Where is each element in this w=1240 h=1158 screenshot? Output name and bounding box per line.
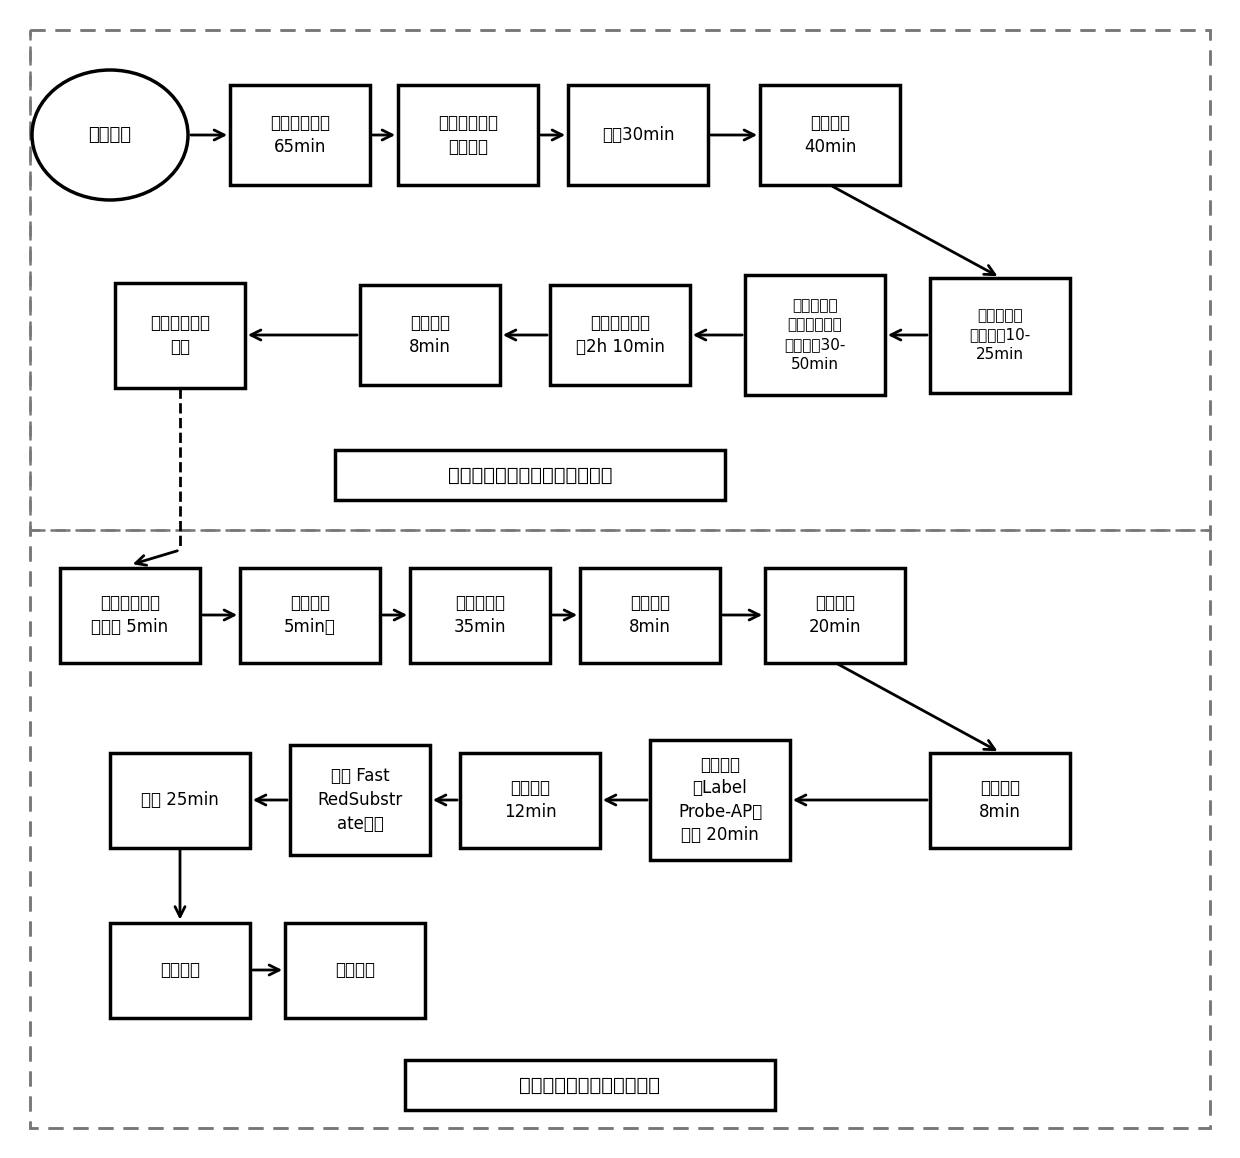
Text: 放大杂交
20min: 放大杂交 20min xyxy=(808,594,862,636)
Text: 组织切片烘烤
65min: 组织切片烘烤 65min xyxy=(270,115,330,156)
Text: 冲洗玻片
8min: 冲洗玻片 8min xyxy=(629,594,671,636)
Text: 第一部分：组织处理及靶标杂交: 第一部分：组织处理及靶标杂交 xyxy=(448,466,613,484)
Bar xyxy=(745,274,885,395)
Text: 冲洗玻片
8min: 冲洗玻片 8min xyxy=(980,779,1021,821)
Bar xyxy=(285,923,425,1018)
Bar xyxy=(290,745,430,855)
Text: 脱蜡30min: 脱蜡30min xyxy=(601,126,675,144)
Bar xyxy=(360,285,500,384)
Text: 参照最优时
侧，预热10-
25min: 参照最优时 侧，预热10- 25min xyxy=(970,308,1030,362)
Text: 冲洗玻片
12min: 冲洗玻片 12min xyxy=(503,779,557,821)
Bar xyxy=(410,567,551,662)
Text: 冲洗玻片
8min: 冲洗玻片 8min xyxy=(409,314,451,356)
Text: 目标探针组杂
交2h 10min: 目标探针组杂 交2h 10min xyxy=(575,314,665,356)
Bar xyxy=(110,923,250,1018)
Bar xyxy=(30,30,1210,530)
Text: 第二部分：信号放大和检测: 第二部分：信号放大和检测 xyxy=(520,1076,661,1094)
Text: 复染 25min: 复染 25min xyxy=(141,791,219,809)
Ellipse shape xyxy=(32,69,188,200)
Text: 图像报告: 图像报告 xyxy=(160,961,200,979)
Text: 面疏水线
40min: 面疏水线 40min xyxy=(804,115,856,156)
Text: 溶液、试剂、
设备准备: 溶液、试剂、 设备准备 xyxy=(438,115,498,156)
Bar xyxy=(650,740,790,860)
Bar xyxy=(765,567,905,662)
Text: 使用 Fast
RedSubstr
ate显色: 使用 Fast RedSubstr ate显色 xyxy=(317,768,403,833)
Text: 结束实验: 结束实验 xyxy=(335,961,374,979)
Bar xyxy=(335,450,725,500)
Bar xyxy=(30,530,1210,1128)
Bar xyxy=(241,567,379,662)
Bar xyxy=(460,753,600,848)
Bar xyxy=(398,85,538,185)
Bar xyxy=(580,567,720,662)
Bar xyxy=(115,283,246,388)
Text: 冲洗玻片
5min，: 冲洗玻片 5min， xyxy=(284,594,336,636)
Bar xyxy=(551,285,689,384)
Bar xyxy=(405,1060,775,1111)
Text: 预放大杂交
35min: 预放大杂交 35min xyxy=(454,594,506,636)
Text: 准备其他溶液
和试剂 5min: 准备其他溶液 和试剂 5min xyxy=(92,594,169,636)
Bar xyxy=(568,85,708,185)
Text: 实验开始: 实验开始 xyxy=(88,126,131,144)
Bar xyxy=(760,85,900,185)
Bar xyxy=(930,753,1070,848)
Bar xyxy=(930,278,1070,393)
Text: 参考最佳时
间，蛋白酶消
化和固定30-
50min: 参考最佳时 间，蛋白酶消 化和固定30- 50min xyxy=(785,298,846,372)
Text: 标记探针
（Label
Probe-AP）
杂交 20min: 标记探针 （Label Probe-AP） 杂交 20min xyxy=(678,756,763,844)
Text: 实验中断（可
选）: 实验中断（可 选） xyxy=(150,314,210,356)
Bar xyxy=(60,567,200,662)
Bar xyxy=(110,753,250,848)
Bar xyxy=(229,85,370,185)
